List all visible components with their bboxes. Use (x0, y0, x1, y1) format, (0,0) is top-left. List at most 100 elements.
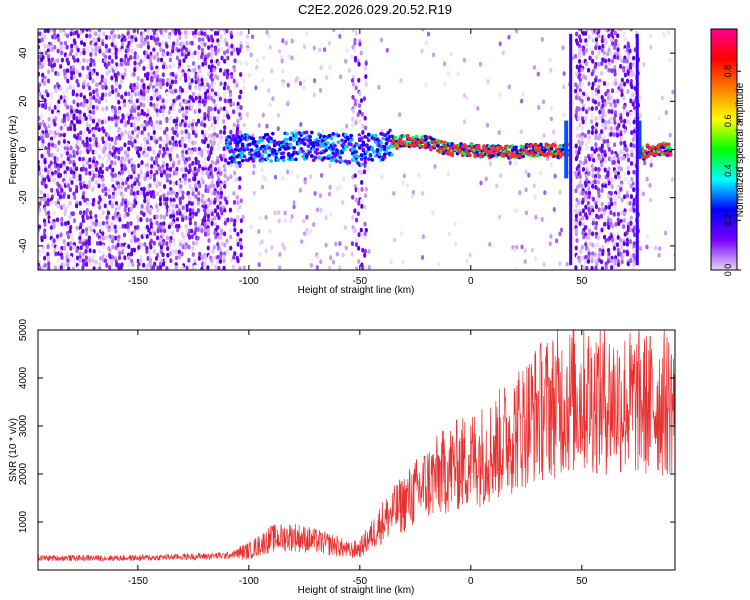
spectrogram-cell (590, 211, 595, 217)
y-tick-label: 1000 (18, 510, 29, 533)
spectrogram-cell (178, 245, 182, 251)
spectrogram-signal (297, 137, 302, 141)
spectrogram-cell (222, 71, 226, 77)
spectrogram-cell (62, 29, 66, 33)
spectrogram-cell (162, 193, 166, 199)
spectrogram-cell (553, 173, 557, 179)
spectrogram-cell (38, 116, 41, 121)
spectrogram-cell (623, 72, 628, 78)
spectrogram-cell (206, 149, 210, 155)
spectrogram-cell (401, 180, 405, 186)
spectrogram-cell (49, 160, 53, 166)
colorbar-tick-label: 0.6 (723, 115, 733, 128)
spectrogram-cell (198, 183, 202, 189)
spectrogram-cell (76, 102, 80, 108)
spectrogram-cell (350, 78, 355, 83)
spectrogram-cell (380, 174, 384, 180)
spectrogram-cell (50, 95, 54, 100)
spectrogram-signal (535, 153, 540, 158)
spectrogram-cell (132, 169, 136, 175)
spectrogram-cell (60, 57, 64, 63)
spectrogram-cell (600, 162, 604, 168)
spectrogram-cell (145, 265, 149, 270)
spectrogram-cell (203, 102, 207, 107)
spectrogram-cell (190, 234, 194, 239)
spectrogram-marks (38, 29, 675, 270)
spectrogram-cell (281, 38, 285, 44)
spectrogram-signal (281, 151, 286, 155)
spectrogram-cell (98, 222, 102, 227)
x-tick-label: -150 (128, 276, 148, 287)
spectrogram-cell (38, 48, 42, 54)
spectrogram-cell (63, 40, 68, 46)
spectrogram-cell (145, 217, 149, 223)
spectrogram-cell (513, 247, 517, 253)
spectrogram-cell (229, 129, 233, 135)
spectrogram-cell (286, 82, 290, 88)
spectrogram-cell (184, 215, 188, 221)
spectrogram-cell (329, 212, 333, 217)
spectrogram-cell (107, 116, 111, 121)
spectrogram-cell (177, 180, 181, 186)
spectrogram-signal (500, 146, 504, 151)
spectrogram-cell (257, 229, 261, 234)
spectrogram-cell (363, 231, 367, 237)
spectrogram-cell (276, 113, 280, 118)
spectrogram-cell (91, 162, 95, 168)
spectrogram-cell (106, 210, 111, 216)
spectrogram-signal (315, 151, 320, 156)
spectrogram-cell (152, 30, 157, 36)
spectrogram-cell (276, 126, 280, 132)
spectrogram-cell (590, 163, 594, 169)
spectrogram-cell (318, 87, 323, 93)
spectrogram-cell (625, 112, 630, 117)
spectrogram-cell (184, 231, 188, 237)
spectrogram-cell (591, 167, 595, 173)
spectrogram-cell (215, 31, 220, 36)
spectrogram-cell (184, 167, 188, 173)
spectrogram-cell (616, 33, 620, 39)
spectrogram-cell (623, 48, 627, 53)
spectrogram-cell (69, 241, 73, 246)
spectrogram-cell (59, 95, 63, 100)
spectrogram-cell (148, 251, 152, 256)
spectrogram-cell (66, 116, 70, 122)
spectrogram-cell (179, 184, 183, 189)
spectrogram-cell (54, 200, 58, 206)
spectrogram-cell (143, 126, 147, 132)
spectrogram-signal (668, 147, 673, 151)
spectrogram-cell (585, 265, 589, 270)
spectrogram-cell (172, 98, 176, 104)
spectrogram-cell (584, 115, 588, 121)
spectrogram-cell (83, 197, 87, 203)
spectrogram-cell (591, 180, 595, 185)
spectrogram-cell (55, 245, 59, 251)
spectrogram-cell (146, 44, 151, 50)
spectrogram-cell (41, 139, 45, 144)
spectrogram-cell (212, 135, 216, 141)
spectrogram-cell (261, 78, 265, 84)
spectrogram-signal (271, 131, 275, 136)
spectrogram-cell (540, 37, 544, 42)
spectrogram-cell (188, 220, 192, 226)
spectrogram-signal (294, 157, 298, 162)
spectrogram-signal (359, 162, 364, 167)
snr-x-axis: -150 -100 -50 0 50 (128, 330, 588, 587)
spectrogram-cell (523, 259, 527, 264)
spectrogram-signal (402, 134, 407, 138)
spectrogram-cell (200, 198, 204, 204)
spectrogram-cell (146, 108, 150, 114)
spectrogram-cell (111, 255, 115, 260)
spectrogram-cell (174, 265, 178, 270)
spectrogram-cell (187, 30, 191, 36)
spectrogram-cell (235, 194, 240, 200)
spectrogram-cell (43, 221, 47, 227)
spectrogram-cell (585, 215, 589, 220)
spectrogram-cell (561, 45, 565, 51)
spectrogram-cell (165, 82, 169, 87)
spectrogram-cell (98, 177, 102, 183)
spectrogram-cell (161, 98, 165, 104)
spectrogram-cell (97, 183, 101, 189)
spectrogram-cell (178, 200, 182, 206)
spectrogram-cell (327, 191, 332, 197)
